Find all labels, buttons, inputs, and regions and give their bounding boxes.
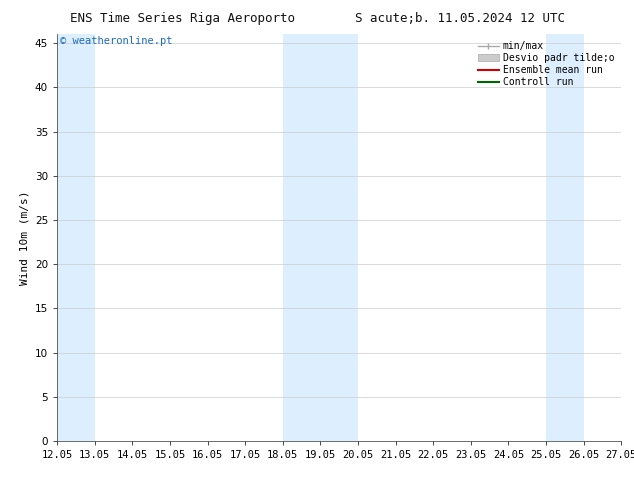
Bar <box>546 34 584 441</box>
Legend: min/max, Desvio padr tilde;o, Ensemble mean run, Controll run: min/max, Desvio padr tilde;o, Ensemble m… <box>476 39 616 89</box>
Bar <box>283 34 358 441</box>
Text: © weatheronline.pt: © weatheronline.pt <box>60 36 172 47</box>
Y-axis label: Wind 10m (m/s): Wind 10m (m/s) <box>19 191 29 285</box>
Bar <box>57 34 94 441</box>
Text: ENS Time Series Riga Aeroporto        S acute;b. 11.05.2024 12 UTC: ENS Time Series Riga Aeroporto S acute;b… <box>70 12 564 25</box>
